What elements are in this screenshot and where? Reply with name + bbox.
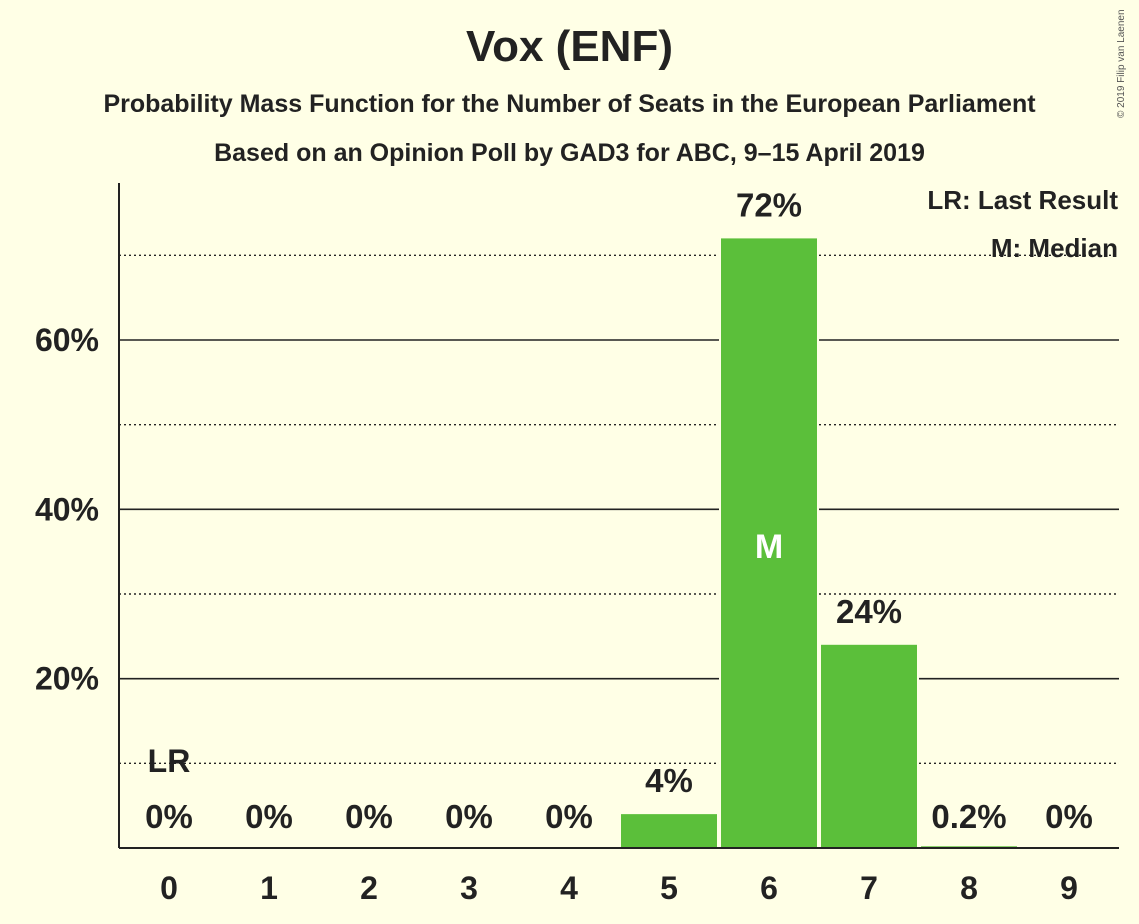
chart-title: Vox (ENF): [466, 22, 673, 71]
x-tick-label: 4: [560, 870, 578, 906]
bar-value-label: 24%: [836, 593, 902, 630]
x-tick-label: 5: [660, 870, 678, 906]
bar: [921, 846, 1017, 847]
x-tick-label: 1: [260, 870, 278, 906]
bar-value-label: 0%: [145, 798, 193, 835]
legend-last-result: LR: Last Result: [927, 185, 1118, 215]
bar: [721, 238, 817, 847]
bar-value-label: 0%: [1045, 798, 1093, 835]
x-tick-label: 6: [760, 870, 778, 906]
bar-value-label: 0%: [545, 798, 593, 835]
bar: [821, 644, 917, 847]
bar-value-label: 4%: [645, 762, 693, 799]
bar: [621, 814, 717, 847]
x-tick-label: 7: [860, 870, 878, 906]
chart-subtitle: Probability Mass Function for the Number…: [103, 90, 1036, 118]
labels: 20%40%60%0%0LR0%10%20%30%44%572%6M24%70.…: [35, 186, 1093, 906]
bar-value-label: 0.2%: [931, 798, 1006, 835]
legend-median: M: Median: [991, 233, 1118, 263]
x-tick-label: 9: [1060, 870, 1078, 906]
y-tick-label: 40%: [35, 491, 99, 527]
x-tick-label: 0: [160, 870, 178, 906]
bar-value-label: 0%: [245, 798, 293, 835]
x-tick-label: 3: [460, 870, 478, 906]
bars: [619, 236, 1019, 847]
median-marker: M: [755, 528, 783, 566]
bar-value-label: 0%: [345, 798, 393, 835]
x-tick-label: 2: [360, 870, 378, 906]
y-tick-label: 20%: [35, 661, 99, 697]
last-result-marker: LR: [148, 743, 191, 779]
bar-value-label: 0%: [445, 798, 493, 835]
chart-source: Based on an Opinion Poll by GAD3 for ABC…: [214, 139, 925, 167]
gridlines: [118, 183, 1119, 849]
bar-gap: [919, 844, 1019, 847]
y-tick-label: 60%: [35, 322, 99, 358]
x-tick-label: 8: [960, 870, 978, 906]
bar-value-label: 72%: [736, 186, 802, 223]
